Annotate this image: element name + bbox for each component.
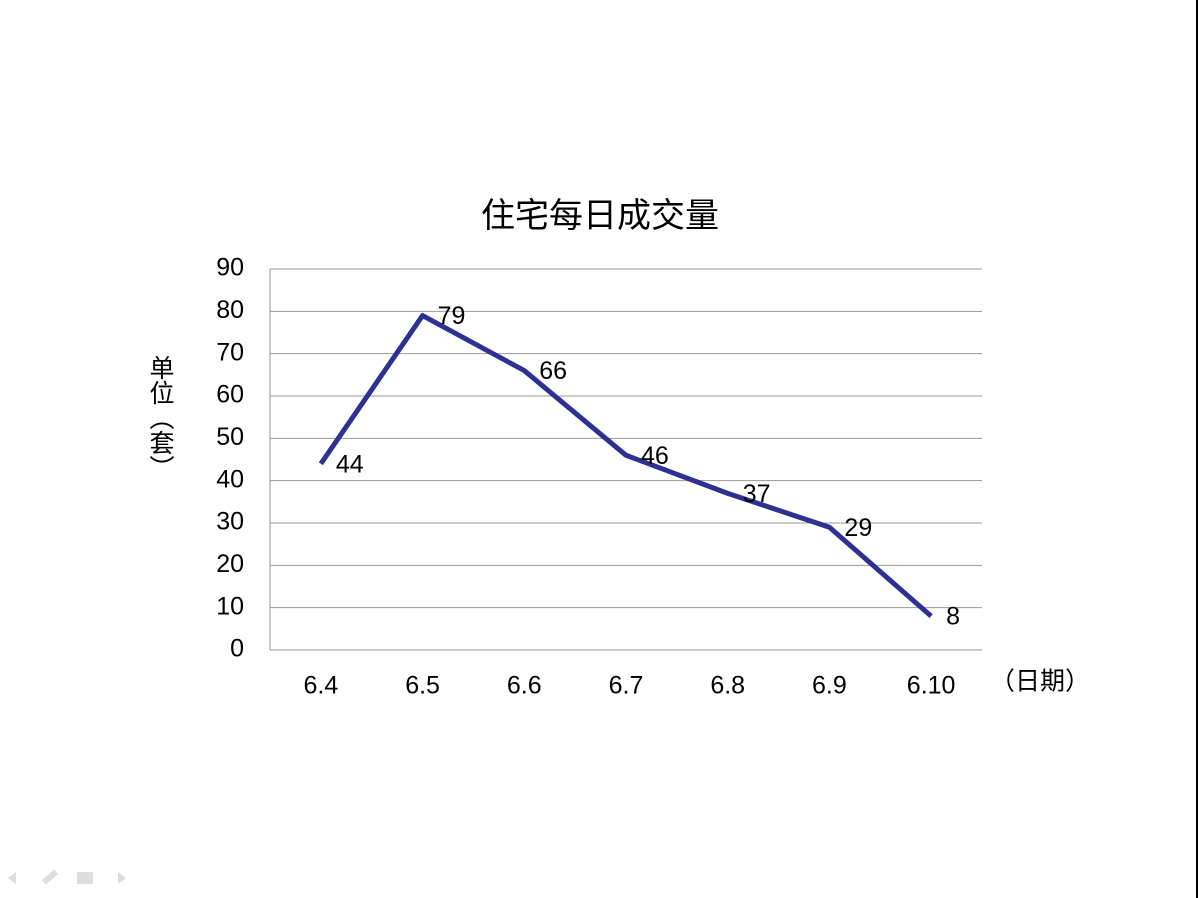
- nav-menu[interactable]: [77, 872, 93, 884]
- slide-nav[interactable]: [8, 869, 126, 885]
- y-tick-label: 90: [216, 254, 244, 282]
- y-tick-label: 10: [216, 592, 244, 620]
- data-label: 44: [336, 450, 364, 478]
- data-label: 29: [844, 514, 872, 542]
- y-tick-label: 40: [216, 465, 244, 493]
- y-tick-label: 60: [216, 381, 244, 409]
- data-label: 8: [946, 603, 960, 631]
- x-tick-label: 6.10: [907, 672, 956, 700]
- x-tick-label: 6.6: [507, 672, 542, 700]
- x-tick-label: 6.4: [303, 672, 338, 700]
- nav-pen[interactable]: [41, 869, 59, 885]
- y-tick-label: 80: [216, 296, 244, 324]
- y-tick-label: 70: [216, 338, 244, 366]
- x-tick-label: 6.9: [812, 672, 847, 700]
- nav-next[interactable]: [118, 872, 126, 884]
- chart-title: 住宅每日成交量: [481, 197, 719, 235]
- x-axis-label: （日期）: [990, 668, 1090, 696]
- y-tick-label: 0: [230, 635, 244, 663]
- data-label: 66: [539, 357, 567, 385]
- y-tick-label: 30: [216, 508, 244, 536]
- nav-prev[interactable]: [8, 872, 16, 884]
- y-tick-label: 20: [216, 550, 244, 578]
- x-tick-label: 6.5: [405, 672, 440, 700]
- x-tick-label: 6.7: [609, 672, 644, 700]
- y-tick-label: 50: [216, 423, 244, 451]
- data-label: 79: [438, 302, 466, 330]
- data-line: [318, 313, 933, 619]
- data-label: 46: [641, 442, 669, 470]
- data-label: 37: [743, 480, 771, 508]
- y-axis-label: 单位（套）: [146, 355, 175, 480]
- x-tick-label: 6.8: [710, 672, 745, 700]
